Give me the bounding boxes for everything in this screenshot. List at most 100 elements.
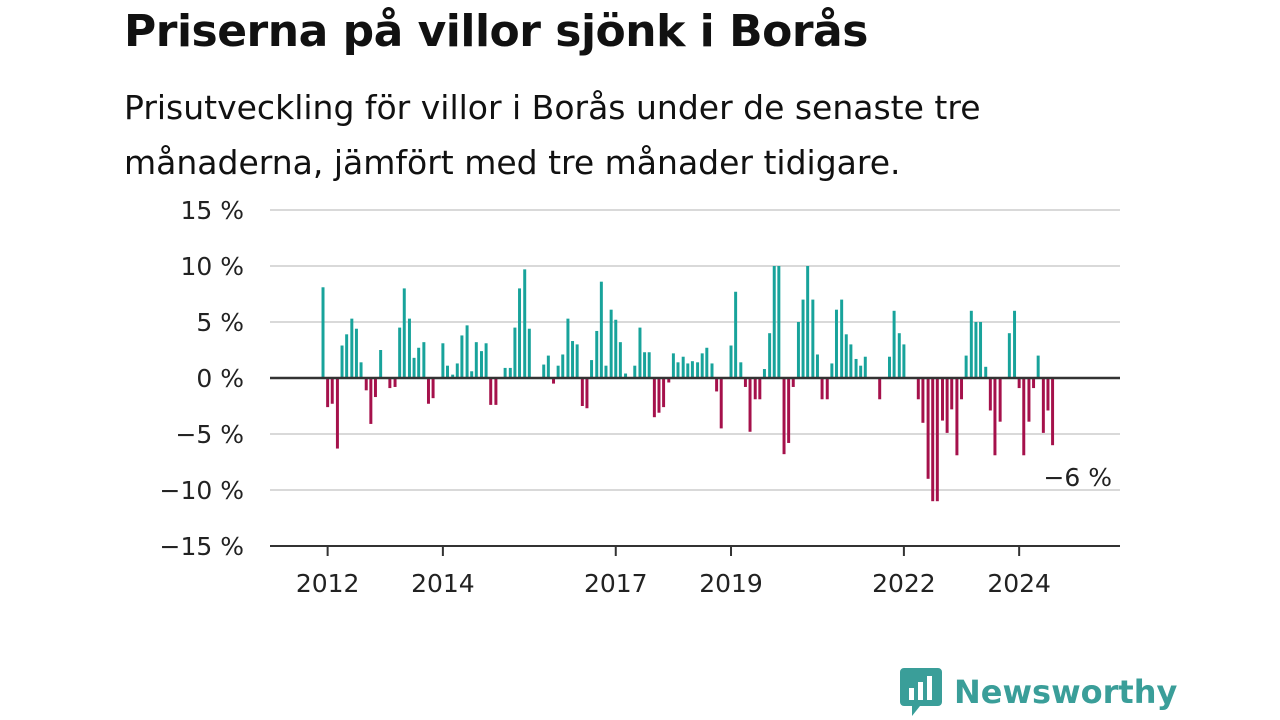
bar <box>916 378 920 400</box>
bar <box>1032 378 1036 389</box>
bar <box>739 362 743 378</box>
bar <box>710 363 714 378</box>
y-tick-label: 5 % <box>196 308 244 337</box>
last-value-annotation: −6 % <box>1043 463 1112 492</box>
bar <box>955 378 959 456</box>
bar <box>652 378 656 418</box>
bar <box>941 378 944 421</box>
bar <box>402 288 406 378</box>
bar <box>350 318 354 378</box>
bar <box>364 378 368 391</box>
bar <box>960 378 964 400</box>
bar <box>696 362 700 378</box>
x-tick-label: 2012 <box>296 569 360 598</box>
bar <box>830 363 834 378</box>
bar <box>993 378 997 456</box>
bar <box>614 319 618 378</box>
bar <box>379 350 383 378</box>
bar <box>815 354 819 378</box>
bar <box>590 360 594 378</box>
bar <box>552 378 556 384</box>
bar <box>844 334 848 378</box>
bar <box>518 288 522 378</box>
bar-chart: 15 %10 %5 %0 %−5 %−10 %−15 % 2012 2014 201… <box>160 196 1120 598</box>
bar <box>542 364 546 378</box>
bar <box>772 266 776 378</box>
bar <box>950 378 954 410</box>
bar <box>657 378 661 413</box>
bar <box>1036 355 1040 378</box>
bar <box>931 378 935 502</box>
y-tick-label: −5 % <box>175 420 244 449</box>
bar <box>801 299 805 378</box>
x-axis-ticks: 2012 2014 2017 2019 2022 2024 <box>296 546 1051 598</box>
bar <box>849 344 853 378</box>
bar <box>398 327 402 378</box>
bar <box>782 378 786 455</box>
bar <box>474 342 478 378</box>
bar <box>508 367 512 378</box>
bar <box>1027 378 1031 422</box>
bar <box>768 333 772 378</box>
bars <box>321 266 1055 502</box>
y-tick-label: 10 % <box>180 252 244 281</box>
bar <box>758 378 762 400</box>
bar <box>729 345 733 378</box>
newsworthy-logo-icon <box>900 668 942 716</box>
chart-subtitle: Prisutveckling för villor i Borås under … <box>124 88 981 182</box>
bar <box>489 378 493 405</box>
y-tick-label: −10 % <box>160 476 244 505</box>
bar <box>494 378 498 405</box>
bar <box>1022 378 1026 456</box>
bar <box>935 378 939 502</box>
bar <box>369 378 373 424</box>
bar <box>926 378 930 479</box>
bar <box>556 365 560 378</box>
bar <box>561 354 565 378</box>
bar <box>417 347 421 378</box>
bar <box>686 363 690 378</box>
bar <box>330 378 334 404</box>
bar <box>585 378 589 409</box>
bar <box>969 310 973 378</box>
y-tick-label: 15 % <box>180 196 244 225</box>
bar <box>748 378 752 432</box>
bar <box>662 378 666 408</box>
bar <box>633 365 637 378</box>
bar <box>715 378 719 392</box>
bar <box>575 344 579 378</box>
bar <box>546 355 550 378</box>
bar <box>859 365 863 378</box>
bar <box>840 299 844 378</box>
bar <box>484 343 488 378</box>
bar <box>811 299 815 378</box>
bar <box>407 318 411 378</box>
bar <box>897 333 901 378</box>
bar <box>523 269 527 378</box>
bar <box>480 351 483 378</box>
bar <box>340 345 344 378</box>
bar <box>388 378 392 389</box>
bar <box>618 342 622 378</box>
bar <box>647 352 651 378</box>
bar <box>393 378 397 387</box>
bar <box>451 374 455 378</box>
bar <box>426 378 430 404</box>
bar <box>1013 310 1017 378</box>
bar <box>1051 378 1055 446</box>
bar <box>470 371 474 378</box>
bar <box>638 327 642 378</box>
bar <box>455 363 459 378</box>
bar <box>820 378 824 400</box>
bar <box>681 356 685 378</box>
brand-name: Newsworthy <box>954 673 1178 711</box>
bar <box>984 366 988 378</box>
y-tick-label: −15 % <box>160 532 244 561</box>
bar <box>700 353 704 378</box>
bar <box>892 310 896 378</box>
bar <box>446 365 449 378</box>
bar <box>854 358 858 378</box>
bar <box>834 309 838 378</box>
bar <box>335 378 339 449</box>
bar <box>762 369 766 378</box>
